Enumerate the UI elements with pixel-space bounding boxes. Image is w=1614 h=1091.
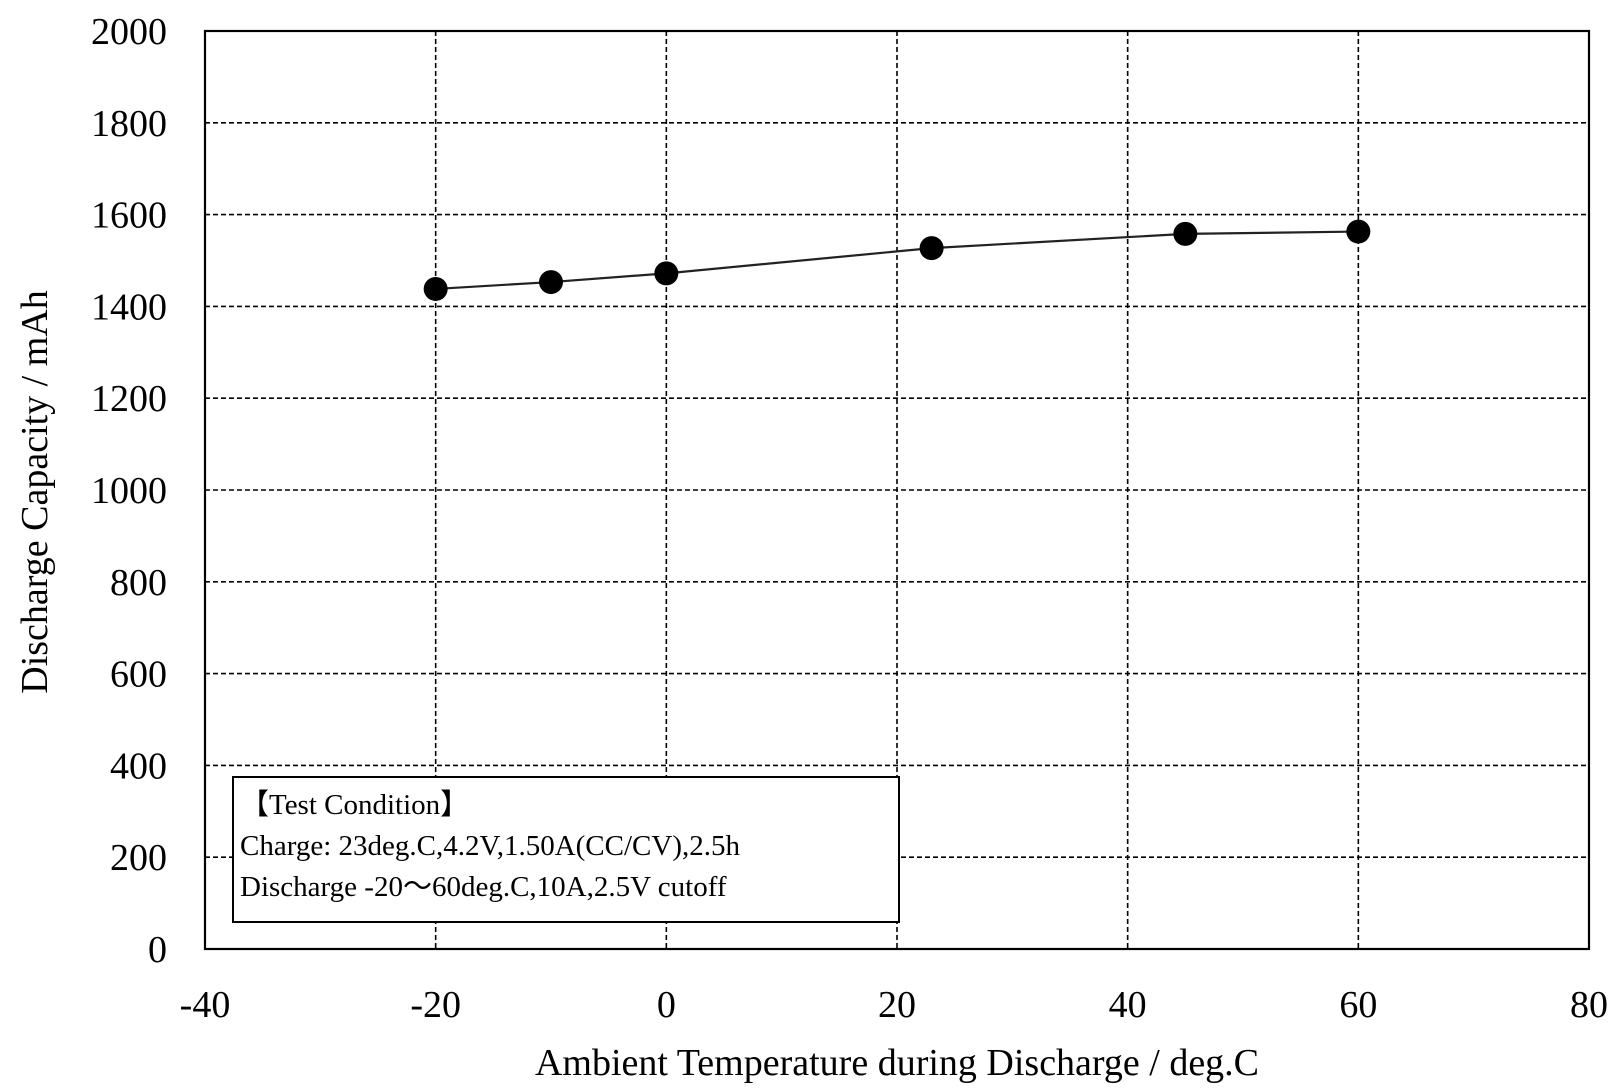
x-tick-label: -40 <box>180 984 231 1026</box>
x-axis-title: Ambient Temperature during Discharge / d… <box>535 1042 1259 1084</box>
plot-border <box>203 29 1591 951</box>
y-tick-label: 0 <box>148 929 167 971</box>
plot-frame <box>203 29 1591 951</box>
data-point <box>423 276 448 301</box>
y-tick-label: 800 <box>110 562 167 604</box>
data-point <box>1346 219 1371 244</box>
tick-labels: 0200400600800100012001400160018002000-40… <box>91 11 1608 1026</box>
y-tick-label: 200 <box>110 837 167 879</box>
test-condition-border <box>232 776 900 923</box>
x-tick-label: 80 <box>1570 984 1608 1026</box>
y-tick-label: 1600 <box>91 195 167 237</box>
series-line-0 <box>435 230 1359 291</box>
y-tick-label: 2000 <box>91 11 167 53</box>
y-tick-label: 1000 <box>91 470 167 512</box>
x-tick-label: -20 <box>410 984 461 1026</box>
x-tick-label: 60 <box>1339 984 1377 1026</box>
y-tick-label: 1800 <box>91 103 167 145</box>
x-tick-label: 40 <box>1109 984 1147 1026</box>
y-tick-label: 400 <box>110 745 167 787</box>
y-axis-title: Discharge Capacity / mAh <box>14 290 56 693</box>
y-tick-label: 1400 <box>91 286 167 328</box>
y-tick-label: 600 <box>110 654 167 696</box>
series-layer <box>423 219 1371 301</box>
test-condition-line: 【Test Condition】 <box>240 789 469 821</box>
x-tick-label: 20 <box>878 984 916 1026</box>
data-point <box>654 261 679 286</box>
grid-layer <box>205 31 1589 949</box>
test-condition-line: Discharge -20～60deg.C,10A,2.5V cutoff <box>240 871 727 903</box>
y-tick-label: 1200 <box>91 378 167 420</box>
test-condition-line: Charge: 23deg.C,4.2V,1.50A(CC/CV),2.5h <box>240 830 740 862</box>
x-tick-label: 0 <box>657 984 676 1026</box>
data-point <box>1173 221 1198 246</box>
data-point <box>919 236 944 261</box>
data-point <box>539 270 563 295</box>
test-condition-box: 【Test Condition】 Charge: 23deg.C,4.2V,1.5… <box>232 776 900 923</box>
